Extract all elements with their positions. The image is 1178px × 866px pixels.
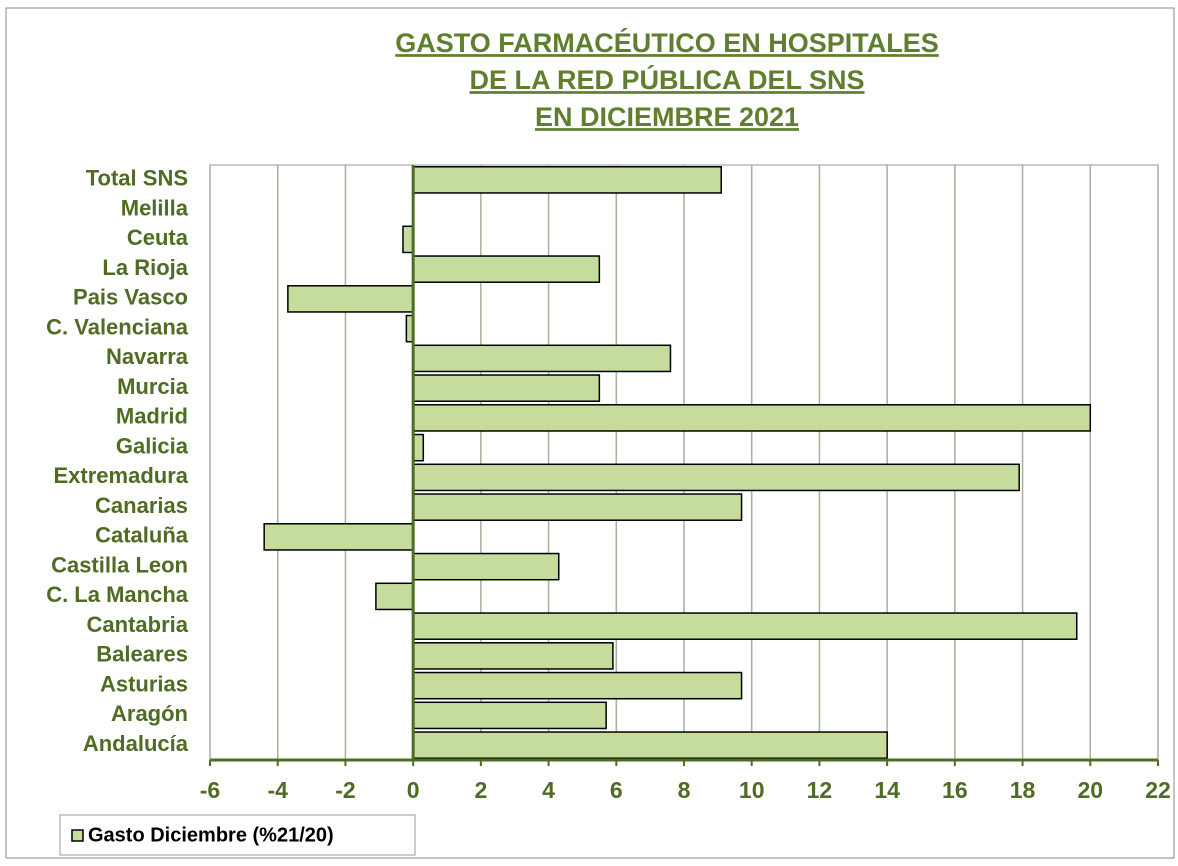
- x-tick-label: 6: [610, 777, 623, 803]
- bar: [412, 344, 672, 373]
- y-tick-label: C. La Mancha: [46, 582, 189, 607]
- bar: [412, 255, 601, 283]
- y-tick-label: Murcia: [117, 374, 189, 399]
- y-tick-label: Melilla: [121, 195, 189, 220]
- bar: [375, 582, 414, 611]
- bar: [412, 463, 1020, 492]
- x-tick-label: 4: [542, 777, 555, 803]
- y-tick-label: Aragón: [111, 701, 188, 726]
- y-tick-label: Canarias: [95, 493, 188, 518]
- y-tick-label: Castilla Leon: [51, 552, 188, 577]
- y-tick-label: La Rioja: [102, 255, 188, 280]
- legend-swatch: [71, 829, 84, 842]
- x-tick-label: 14: [874, 777, 900, 803]
- bar: [412, 612, 1078, 640]
- y-tick-label: Total SNS: [86, 166, 188, 191]
- x-tick-label: -2: [335, 777, 355, 803]
- bar: [412, 374, 601, 402]
- bar: [412, 552, 560, 581]
- x-tick-label: -4: [267, 777, 288, 803]
- y-tick-label: Baleares: [96, 642, 188, 667]
- bar: [402, 225, 414, 254]
- chart-title: DE LA RED PÚBLICA DEL SNS: [469, 64, 864, 95]
- y-tick-label: Madrid: [116, 404, 188, 429]
- y-tick-label: C. Valenciana: [46, 314, 189, 339]
- frame: [5, 7, 1175, 859]
- bar: [412, 166, 722, 194]
- x-tick-label: 12: [807, 777, 833, 803]
- x-tick-label: 8: [678, 777, 691, 803]
- x-tick-label: 2: [474, 777, 487, 803]
- bar: [412, 493, 743, 521]
- y-tick-label: Cantabria: [87, 612, 189, 637]
- y-tick-label: Cataluña: [95, 523, 189, 548]
- bar: [263, 523, 414, 551]
- x-tick-label: 20: [1077, 777, 1103, 803]
- legend-label: Gasto Diciembre (%21/20): [88, 824, 334, 846]
- y-tick-label: Navarra: [106, 344, 189, 369]
- y-tick-label: Asturias: [100, 671, 188, 696]
- bar: [412, 671, 743, 700]
- x-tick-label: 22: [1145, 777, 1171, 803]
- bar: [412, 404, 1092, 432]
- legend-box: [59, 814, 416, 856]
- bar: [412, 731, 888, 759]
- bar: [412, 642, 614, 670]
- y-tick-label: Extremadura: [53, 463, 188, 488]
- chart-title: GASTO FARMACÉUTICO EN HOSPITALES: [395, 27, 939, 58]
- bar: [287, 285, 414, 313]
- y-tick-label: Pais Vasco: [73, 285, 188, 310]
- y-tick-label: Andalucía: [83, 731, 189, 756]
- chart-title: EN DICIEMBRE 2021: [535, 102, 799, 132]
- bar: [412, 433, 425, 462]
- x-tick-label: 10: [739, 777, 765, 803]
- bar: [412, 701, 607, 730]
- x-tick-label: 16: [942, 777, 968, 803]
- x-tick-label: -6: [200, 777, 220, 803]
- x-tick-label: 18: [1010, 777, 1036, 803]
- x-tick-label: 0: [407, 777, 420, 803]
- y-tick-label: Ceuta: [127, 225, 189, 250]
- y-tick-label: Galicia: [116, 433, 189, 458]
